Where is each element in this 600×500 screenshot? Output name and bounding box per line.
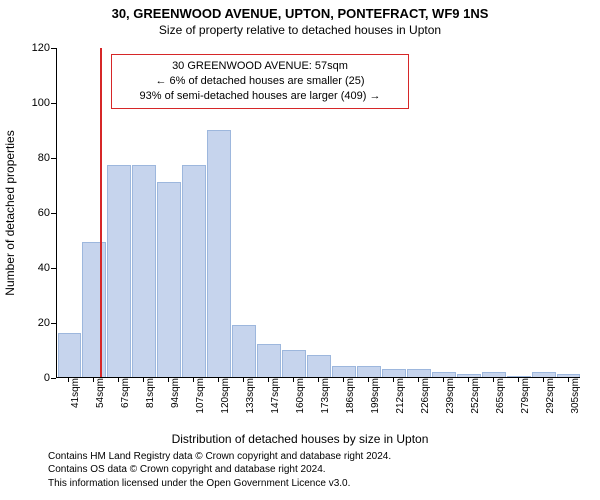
bar	[557, 374, 581, 377]
chart-subtitle: Size of property relative to detached ho…	[0, 21, 600, 41]
x-tick-label: 41sqm	[66, 378, 81, 408]
x-tick-mark	[343, 377, 344, 382]
y-tick-mark	[51, 158, 56, 159]
y-tick-mark	[51, 48, 56, 49]
annotation-box: 30 GREENWOOD AVENUE: 57sqm ← 6% of detac…	[111, 54, 409, 109]
bar	[107, 165, 131, 377]
x-tick-mark	[518, 377, 519, 382]
y-tick-mark	[51, 268, 56, 269]
x-tick-label: 133sqm	[241, 378, 256, 414]
x-tick-label: 147sqm	[266, 378, 281, 414]
bar	[157, 182, 181, 377]
bar	[257, 344, 281, 377]
credit-line-1: Contains HM Land Registry data © Crown c…	[48, 450, 588, 464]
annotation-line-1: 30 GREENWOOD AVENUE: 57sqm	[120, 59, 400, 74]
bar	[332, 366, 356, 377]
x-tick-mark	[143, 377, 144, 382]
bar	[207, 130, 231, 378]
x-tick-label: 212sqm	[391, 378, 406, 414]
x-tick-label: 265sqm	[491, 378, 506, 414]
annotation-line-2: ← 6% of detached houses are smaller (25)	[120, 74, 400, 89]
x-tick-mark	[193, 377, 194, 382]
y-tick-mark	[51, 378, 56, 379]
page-title: 30, GREENWOOD AVENUE, UPTON, PONTEFRACT,…	[0, 0, 600, 21]
bar	[82, 242, 106, 377]
y-axis-label: Number of detached properties	[3, 130, 17, 295]
y-tick-mark	[51, 213, 56, 214]
bar	[382, 369, 406, 377]
x-tick-label: 199sqm	[366, 378, 381, 414]
x-tick-label: 160sqm	[291, 378, 306, 414]
y-tick-mark	[51, 323, 56, 324]
x-tick-label: 305sqm	[566, 378, 581, 414]
bar	[282, 350, 306, 378]
bar	[58, 333, 82, 377]
x-tick-label: 94sqm	[166, 378, 181, 408]
x-axis-label: Distribution of detached houses by size …	[0, 432, 600, 446]
x-tick-label: 239sqm	[441, 378, 456, 414]
x-tick-mark	[543, 377, 544, 382]
x-tick-mark	[393, 377, 394, 382]
x-tick-mark	[468, 377, 469, 382]
x-tick-label: 81sqm	[141, 378, 156, 408]
annotation-line-3: 93% of semi-detached houses are larger (…	[120, 89, 400, 104]
x-tick-mark	[368, 377, 369, 382]
bar	[132, 165, 156, 377]
bar	[232, 325, 256, 377]
plot-region: 30 GREENWOOD AVENUE: 57sqm ← 6% of detac…	[56, 48, 580, 378]
x-tick-mark	[443, 377, 444, 382]
bar	[357, 366, 381, 377]
y-tick-mark	[51, 103, 56, 104]
x-tick-label: 279sqm	[516, 378, 531, 414]
bar	[432, 372, 456, 378]
credit-line-2: Contains OS data © Crown copyright and d…	[48, 463, 588, 477]
credit-line-3: This information licensed under the Open…	[48, 477, 588, 491]
chart-area: 30 GREENWOOD AVENUE: 57sqm ← 6% of detac…	[56, 48, 580, 378]
x-tick-label: 120sqm	[216, 378, 231, 414]
x-tick-mark	[243, 377, 244, 382]
x-tick-mark	[68, 377, 69, 382]
x-tick-mark	[218, 377, 219, 382]
x-tick-label: 54sqm	[91, 378, 106, 408]
bar	[482, 372, 506, 378]
x-tick-mark	[293, 377, 294, 382]
marker-line	[100, 48, 102, 377]
x-tick-label: 186sqm	[341, 378, 356, 414]
bar	[307, 355, 331, 377]
x-tick-label: 292sqm	[541, 378, 556, 414]
x-tick-label: 107sqm	[191, 378, 206, 414]
x-tick-mark	[93, 377, 94, 382]
chart-wrapper: 30, GREENWOOD AVENUE, UPTON, PONTEFRACT,…	[0, 0, 600, 500]
x-tick-label: 173sqm	[316, 378, 331, 414]
x-tick-label: 252sqm	[466, 378, 481, 414]
x-tick-mark	[318, 377, 319, 382]
bar	[182, 165, 206, 377]
bar	[532, 372, 556, 378]
bar	[407, 369, 431, 377]
x-tick-mark	[493, 377, 494, 382]
bar	[457, 374, 481, 377]
x-tick-label: 67sqm	[116, 378, 131, 408]
x-tick-mark	[168, 377, 169, 382]
credit-text: Contains HM Land Registry data © Crown c…	[48, 450, 588, 491]
x-tick-mark	[418, 377, 419, 382]
x-tick-mark	[118, 377, 119, 382]
x-tick-mark	[268, 377, 269, 382]
x-tick-label: 226sqm	[416, 378, 431, 414]
bar	[507, 376, 531, 377]
x-tick-mark	[568, 377, 569, 382]
